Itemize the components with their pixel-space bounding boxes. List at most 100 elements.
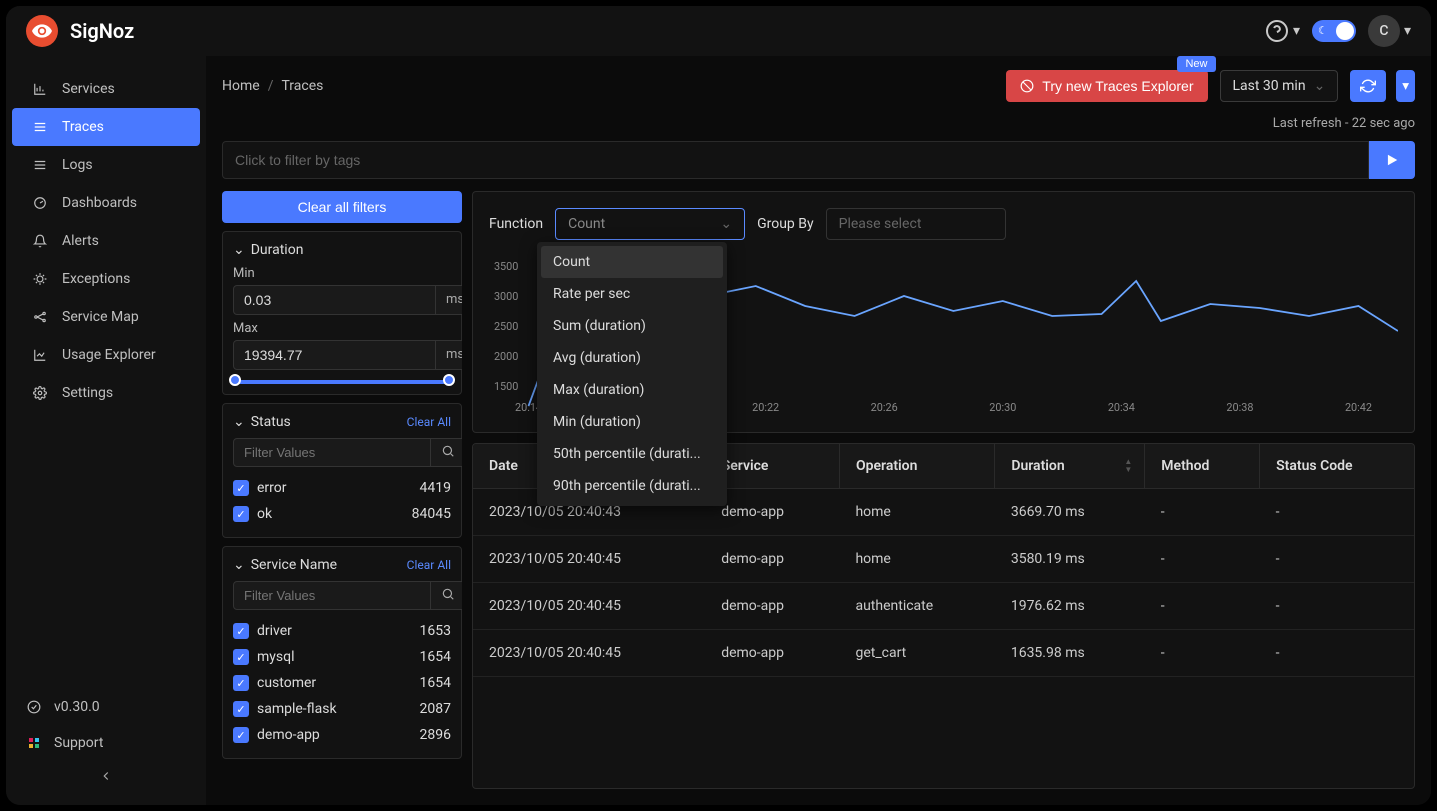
option-count: 2087 (420, 701, 451, 717)
run-query-button[interactable] (1369, 141, 1415, 179)
time-label: Last 30 min (1233, 78, 1306, 94)
service-search-button[interactable] (431, 581, 462, 610)
dropdown-option[interactable]: Avg (duration) (541, 342, 723, 374)
max-label: Max (233, 321, 451, 336)
table-cell: demo-app (705, 630, 839, 677)
table-cell: home (839, 536, 994, 583)
filter-option[interactable]: ✓customer1654 (233, 670, 451, 696)
table-cell: 1635.98 ms (995, 630, 1145, 677)
chevron-down-icon: ▾ (1293, 23, 1300, 39)
status-search[interactable] (233, 438, 431, 467)
clear-all-filters-button[interactable]: Clear all filters (222, 191, 462, 223)
group-by-select[interactable]: Please select (826, 208, 1006, 240)
column-header[interactable]: Method (1145, 444, 1260, 489)
filter-option[interactable]: ✓demo-app2896 (233, 722, 451, 748)
column-header[interactable]: Operation (839, 444, 994, 489)
collapse-sidebar[interactable] (6, 761, 206, 791)
column-header[interactable]: Duration▲▼ (995, 444, 1145, 489)
help-menu[interactable]: ▾ (1265, 19, 1300, 43)
checkbox-icon: ✓ (233, 649, 249, 665)
column-label: Method (1161, 458, 1209, 474)
table-cell: 2023/10/05 20:40:45 (473, 536, 705, 583)
dropdown-option[interactable]: Min (duration) (541, 406, 723, 438)
sidebar-item-dashboards[interactable]: Dashboards (12, 184, 200, 222)
sidebar-item-settings[interactable]: Settings (12, 374, 200, 412)
table-cell: home (839, 489, 994, 536)
filter-option[interactable]: ✓ok84045 (233, 501, 451, 527)
brand-name: SigNoz (70, 19, 134, 43)
version-info[interactable]: v0.30.0 (6, 689, 206, 725)
time-range-picker[interactable]: Last 30 min ⌄ (1220, 70, 1339, 102)
table-cell: - (1145, 489, 1260, 536)
filter-option[interactable]: ✓driver1653 (233, 618, 451, 644)
clear-status[interactable]: Clear All (407, 415, 451, 429)
chevron-down-icon[interactable]: ⌄ (233, 414, 245, 430)
column-label: Date (489, 458, 518, 474)
sidebar-item-traces[interactable]: Traces (12, 108, 200, 146)
group-by-placeholder: Please select (839, 216, 922, 232)
max-input[interactable] (233, 340, 436, 370)
sidebar-item-label: Usage Explorer (62, 347, 156, 363)
nodes-icon (32, 310, 48, 324)
moon-icon: ☾ (1318, 24, 1328, 37)
tag-filter-input[interactable] (222, 141, 1369, 179)
option-label: demo-app (257, 727, 412, 743)
duration-slider[interactable] (233, 380, 451, 384)
refresh-button[interactable] (1350, 70, 1386, 102)
table-row[interactable]: 2023/10/05 20:40:45demo-apphome3580.19 m… (473, 536, 1414, 583)
min-input[interactable] (233, 285, 436, 315)
sidebar-item-logs[interactable]: Logs (12, 146, 200, 184)
filter-option[interactable]: ✓error4419 (233, 475, 451, 501)
option-count: 1653 (420, 623, 451, 639)
user-menu[interactable]: C ▾ (1368, 15, 1411, 47)
chevron-down-icon[interactable]: ⌄ (233, 242, 245, 258)
function-value: Count (568, 216, 605, 232)
function-select[interactable]: Count ⌄ (555, 208, 745, 240)
sidebar-item-service-map[interactable]: Service Map (12, 298, 200, 336)
table-cell: 1976.62 ms (995, 583, 1145, 630)
dropdown-option[interactable]: 50th percentile (durati... (541, 438, 723, 470)
support-label: Support (54, 735, 103, 751)
sidebar-item-label: Service Map (62, 309, 139, 325)
chevron-down-icon[interactable]: ⌄ (233, 557, 245, 573)
dropdown-option[interactable]: 90th percentile (durati... (541, 470, 723, 502)
option-count: 1654 (420, 649, 451, 665)
chevron-down-icon: ▾ (1404, 23, 1411, 39)
gauge-icon (32, 196, 48, 210)
sidebar-item-services[interactable]: Services (12, 70, 200, 108)
option-count: 1654 (420, 675, 451, 691)
column-header[interactable]: Status Code (1260, 444, 1414, 489)
refresh-interval-dropdown[interactable]: ▾ (1396, 70, 1415, 102)
function-dropdown: CountRate per secSum (duration)Avg (dura… (537, 242, 727, 506)
dropdown-option[interactable]: Sum (duration) (541, 310, 723, 342)
clear-service[interactable]: Clear All (407, 558, 451, 572)
sidebar-item-usage-explorer[interactable]: Usage Explorer (12, 336, 200, 374)
status-search-button[interactable] (431, 438, 462, 467)
table-cell: 2023/10/05 20:40:45 (473, 630, 705, 677)
filter-option[interactable]: ✓sample-flask2087 (233, 696, 451, 722)
version-label: v0.30.0 (54, 699, 100, 715)
dropdown-option[interactable]: Max (duration) (541, 374, 723, 406)
dropdown-option[interactable]: Count (541, 246, 723, 278)
unit-label: ms (436, 340, 462, 370)
sidebar-item-exceptions[interactable]: Exceptions (12, 260, 200, 298)
option-count: 4419 (420, 480, 451, 496)
sidebar-item-alerts[interactable]: Alerts (12, 222, 200, 260)
svg-text:2000: 2000 (494, 350, 518, 363)
table-row[interactable]: 2023/10/05 20:40:45demo-appget_cart1635.… (473, 630, 1414, 677)
slider-thumb-max[interactable] (443, 374, 455, 386)
try-new-explorer-button[interactable]: New Try new Traces Explorer (1006, 70, 1207, 102)
breadcrumb-home[interactable]: Home (222, 78, 260, 94)
bug-icon (32, 272, 48, 286)
filter-option[interactable]: ✓mysql1654 (233, 644, 451, 670)
dropdown-option[interactable]: Rate per sec (541, 278, 723, 310)
theme-toggle[interactable]: ☾ (1312, 20, 1356, 42)
option-count: 84045 (412, 506, 451, 522)
slider-thumb-min[interactable] (229, 374, 241, 386)
svg-text:20:38: 20:38 (1226, 401, 1253, 414)
function-label: Function (489, 216, 543, 232)
service-search[interactable] (233, 581, 431, 610)
sidebar-item-label: Settings (62, 385, 113, 401)
table-row[interactable]: 2023/10/05 20:40:45demo-appauthenticate1… (473, 583, 1414, 630)
support-link[interactable]: Support (6, 725, 206, 761)
